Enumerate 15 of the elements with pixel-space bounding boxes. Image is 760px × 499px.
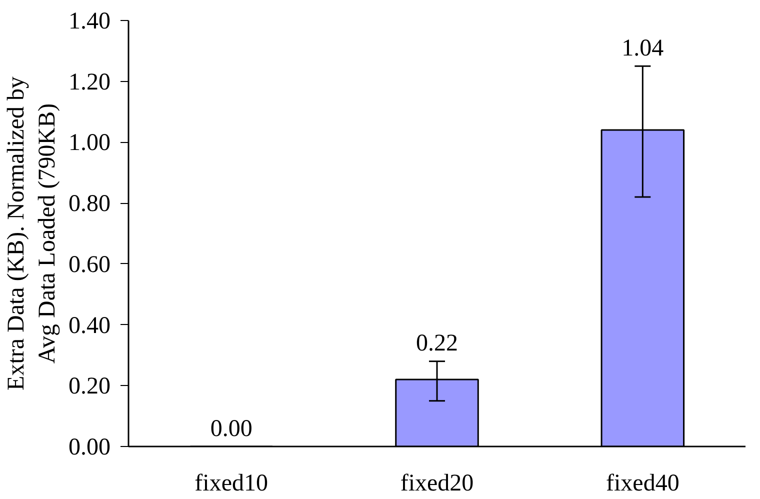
y-tick-label: 0.00 — [68, 434, 110, 460]
x-tick-label: fixed10 — [194, 470, 268, 496]
y-tick-label: 1.40 — [68, 8, 110, 34]
x-tick-label: fixed40 — [606, 470, 680, 496]
y-tick-label: 0.20 — [68, 374, 110, 400]
y-tick-label: 0.40 — [68, 312, 110, 339]
y-tick-label: 0.60 — [68, 252, 110, 278]
y-tick-label: 1.20 — [68, 69, 110, 96]
data-label: 0.00 — [210, 416, 252, 442]
y-tick-label: 0.80 — [68, 191, 110, 218]
y-axis-title: Extra Data (KB). Normalized by Avg Data Loaded (790KB) — [3, 76, 60, 390]
data-label: 0.22 — [416, 330, 458, 357]
y-tick-label: 1.00 — [68, 130, 110, 156]
data-label: 1.04 — [622, 35, 664, 62]
x-tick-label: fixed20 — [400, 470, 474, 496]
